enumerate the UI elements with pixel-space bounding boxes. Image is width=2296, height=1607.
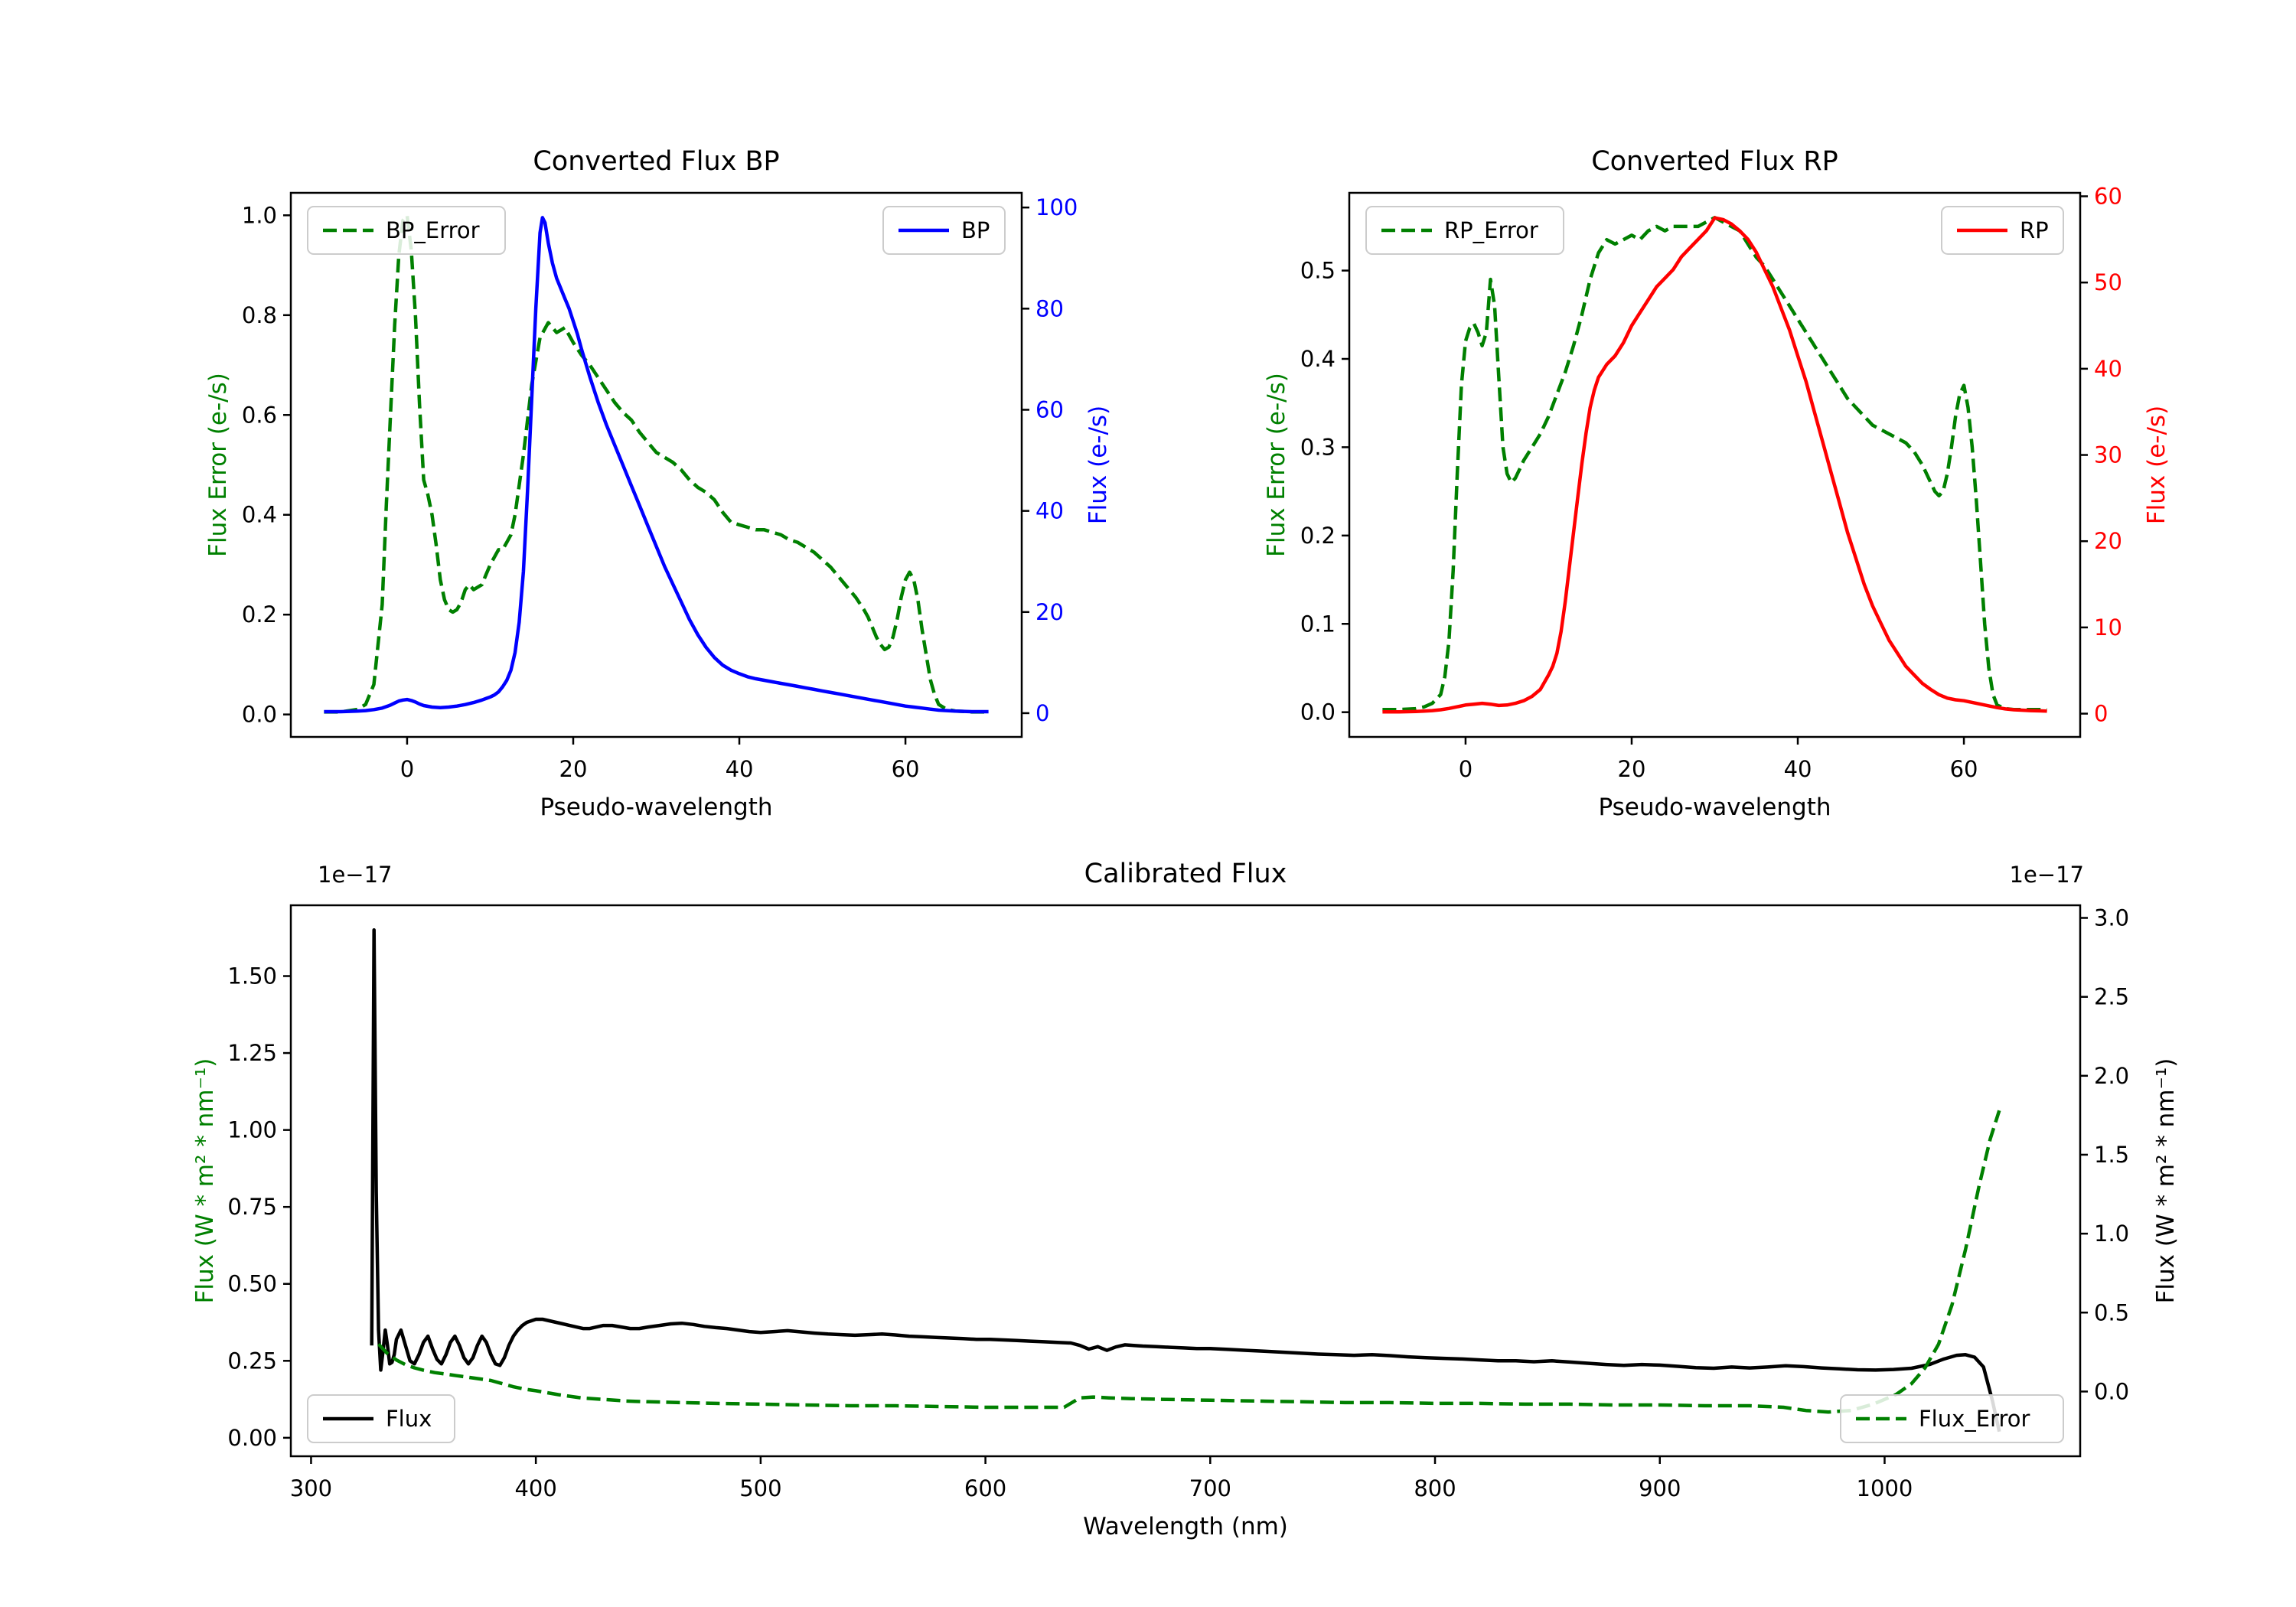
calibrated-xaxis-label: Wavelength (nm) — [1083, 1513, 1288, 1540]
rp-x-tick-label: 60 — [1950, 756, 1978, 782]
calibrated-legend-flux: Flux — [307, 1394, 455, 1443]
calibrated-series-flux-line — [370, 927, 2001, 1433]
bp-legend-bp: BP — [882, 206, 1006, 255]
rp-xaxis-label: Pseudo-wavelength — [1598, 794, 1831, 821]
rp-left-tick-label: 0.4 — [1300, 346, 1336, 372]
bp-left-tick-label: 0.2 — [242, 601, 277, 627]
rp-right-tick-label: 30 — [2094, 442, 2122, 468]
rp-right-tick-label: 20 — [2094, 528, 2122, 554]
calibrated-legend-label-flux-error: Flux_Error — [1919, 1406, 2030, 1432]
bp-legend-bp-error: BP_Error — [307, 206, 506, 255]
rp-left-tick-label: 0.3 — [1300, 434, 1336, 460]
calibrated-x-tick-label: 600 — [964, 1475, 1006, 1501]
rp-x-tick-label: 20 — [1618, 756, 1646, 782]
bp-series-bp-error-line — [324, 214, 989, 714]
rp-title: Converted Flux RP — [1591, 146, 1838, 177]
calibrated-x-tick-label: 1000 — [1857, 1475, 1913, 1501]
bp-right-tick-label: 0 — [1035, 700, 1049, 726]
rp-legend-box — [1365, 206, 1564, 255]
bp-left-tick-label: 0.8 — [242, 302, 277, 328]
rp-right-tick-label: 50 — [2094, 269, 2122, 295]
rp-right-tick-label: 10 — [2094, 614, 2122, 641]
rp-left-tick-label: 0.2 — [1300, 523, 1336, 549]
rp-legend-rp-error: RP_Error — [1365, 206, 1564, 255]
calibrated-left-axis-label: Flux (W * m² * nm⁻¹) — [191, 1058, 219, 1304]
calibrated-right-offset-text: 1e−17 — [2010, 862, 2085, 888]
calibrated-right-tick-label: 2.0 — [2094, 1063, 2129, 1089]
calibrated-right-tick-label: 2.5 — [2094, 984, 2129, 1010]
rp-legend-label-rp: RP — [2020, 217, 2049, 243]
rp-left-tick-label: 0.1 — [1300, 611, 1336, 637]
bp-chart: Converted Flux BP Pseudo-wavelength 0 20 40 6… — [204, 146, 1112, 821]
calibrated-legend-box — [1840, 1394, 2064, 1443]
rp-series-rp-line — [1382, 216, 2047, 714]
calibrated-x-tick-label: 400 — [514, 1475, 556, 1501]
rp-right-tick-label: 40 — [2094, 356, 2122, 382]
rp-left-tick-label: 0.0 — [1300, 699, 1336, 725]
bp-title: Converted Flux BP — [533, 146, 779, 177]
calibrated-x-tick-label: 300 — [290, 1475, 332, 1501]
calibrated-legend-box — [307, 1394, 455, 1443]
bp-left-axis-label: Flux Error (e-/s) — [204, 373, 232, 557]
calibrated-left-tick-label: 1.25 — [227, 1040, 277, 1066]
rp-axes-frame — [1348, 191, 2082, 738]
rp-chart: Converted Flux RP Pseudo-wavelength 0 20 40 6… — [1263, 146, 2170, 821]
rp-series-rp-error-line — [1382, 216, 2047, 712]
bp-x-tick-label: 60 — [892, 756, 920, 782]
rp-x-tick-label: 0 — [1459, 756, 1473, 782]
bp-axes-frame — [289, 191, 1023, 738]
calibrated-axes-frame — [289, 904, 2082, 1458]
calibrated-chart: Calibrated Flux Wavelength (nm) 300 400 500 6… — [191, 859, 2180, 1540]
bp-left-tick-label: 1.0 — [242, 202, 277, 228]
calibrated-legend-label-flux: Flux — [386, 1406, 432, 1432]
calibrated-left-tick-label: 0.00 — [227, 1425, 277, 1451]
bp-x-tick-label: 20 — [559, 756, 588, 782]
calibrated-right-tick-label: 1.0 — [2094, 1221, 2129, 1247]
rp-x-tick-label: 40 — [1784, 756, 1812, 782]
bp-xaxis-label: Pseudo-wavelength — [540, 794, 772, 821]
bp-left-tick-label: 0.6 — [242, 402, 277, 428]
calibrated-left-tick-label: 0.25 — [227, 1348, 277, 1374]
bp-x-tick-label: 0 — [400, 756, 414, 782]
calibrated-x-tick-label: 500 — [739, 1475, 781, 1501]
bp-right-tick-label: 20 — [1035, 599, 1064, 625]
calibrated-title: Calibrated Flux — [1084, 859, 1287, 889]
calibrated-legend-flux-error: Flux_Error — [1840, 1394, 2064, 1443]
calibrated-right-tick-label: 0.0 — [2094, 1378, 2129, 1404]
rp-legend-label-rp-error: RP_Error — [1444, 217, 1538, 243]
bp-left-tick-label: 0.0 — [242, 702, 277, 728]
bp-right-tick-label: 100 — [1035, 194, 1078, 220]
bp-x-tick-label: 40 — [726, 756, 754, 782]
rp-legend-rp: RP — [1941, 206, 2064, 255]
bp-right-tick-label: 80 — [1035, 295, 1064, 321]
calibrated-x-tick-label: 900 — [1639, 1475, 1681, 1501]
calibrated-left-tick-label: 0.50 — [227, 1271, 277, 1297]
calibrated-right-tick-label: 0.5 — [2094, 1299, 2129, 1325]
calibrated-left-offset-text: 1e−17 — [318, 862, 393, 888]
bp-legend-label-bp-error: BP_Error — [386, 217, 480, 243]
bp-series-bp-line — [324, 216, 989, 714]
calibrated-x-tick-label: 800 — [1414, 1475, 1456, 1501]
calibrated-left-tick-label: 1.50 — [227, 963, 277, 989]
rp-right-axis-label: Flux (e-/s) — [2143, 406, 2170, 524]
calibrated-x-tick-label: 700 — [1189, 1475, 1231, 1501]
rp-left-tick-label: 0.5 — [1300, 258, 1336, 284]
calibrated-right-tick-label: 3.0 — [2094, 905, 2129, 931]
rp-right-tick-label: 0 — [2094, 701, 2108, 727]
rp-left-axis-label: Flux Error (e-/s) — [1263, 373, 1290, 557]
bp-legend-label-bp: BP — [961, 217, 990, 243]
bp-right-tick-label: 40 — [1035, 498, 1064, 524]
calibrated-right-axis-label: Flux (W * m² * nm⁻¹) — [2152, 1058, 2180, 1304]
bp-right-tick-label: 60 — [1035, 396, 1064, 422]
bp-left-tick-label: 0.4 — [242, 502, 277, 528]
calibrated-left-tick-label: 0.75 — [227, 1194, 277, 1220]
calibrated-left-tick-label: 1.00 — [227, 1117, 277, 1143]
rp-right-tick-label: 60 — [2094, 184, 2122, 210]
calibrated-right-tick-label: 1.5 — [2094, 1142, 2129, 1168]
bp-right-axis-label: Flux (e-/s) — [1084, 406, 1112, 524]
bp-legend-box — [307, 206, 506, 255]
